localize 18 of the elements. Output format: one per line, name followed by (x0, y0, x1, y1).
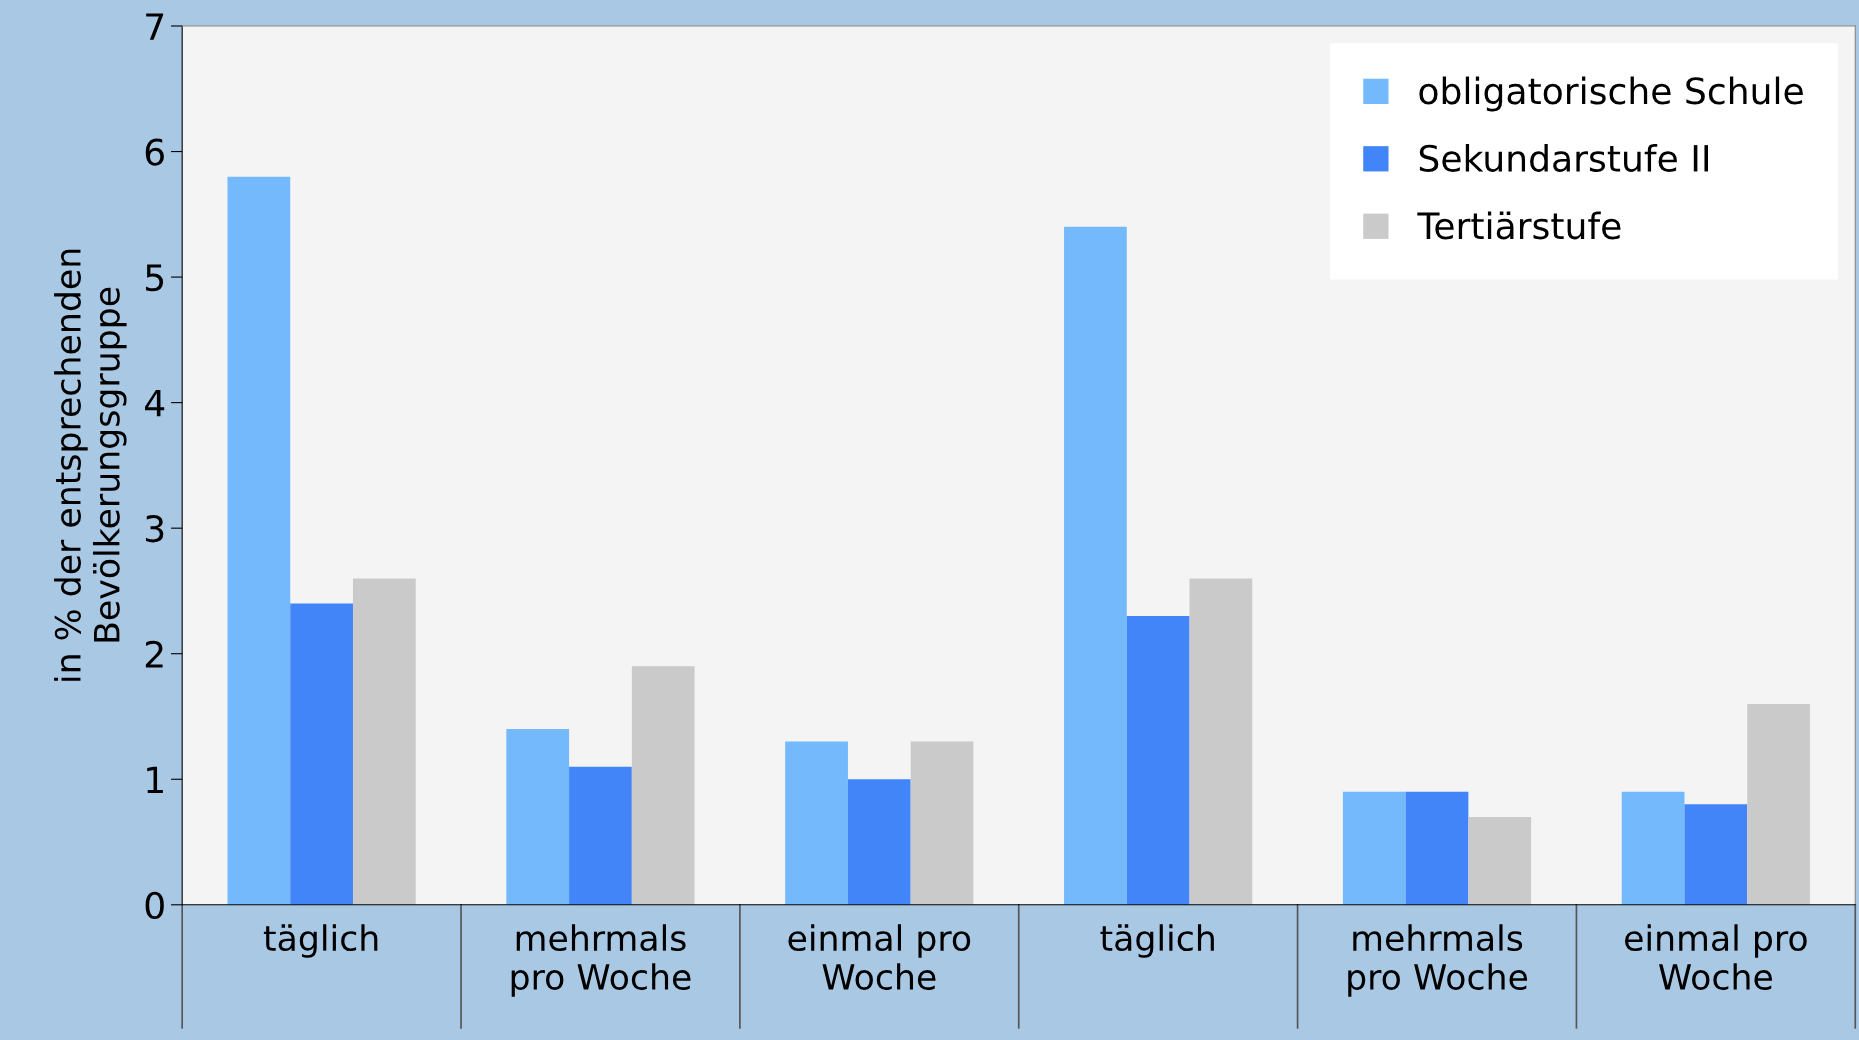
legend-label: Sekundarstufe II (1419, 144, 1709, 172)
x-tick-label: einmal pro Woche (788, 924, 971, 990)
x-tick-label: mehrmals pro Woche (511, 924, 691, 997)
x-tick-label: täglich (1100, 924, 1214, 958)
y-axis-title: in % der entsprechenden Bevölkerungsgruppe (54, 249, 127, 681)
y-tick-label: 6 (145, 138, 164, 166)
y-tick-label: 2 (145, 640, 163, 668)
x-tick-label: täglich (263, 924, 378, 958)
y-tick-label: 5 (146, 264, 164, 292)
y-tick-label: 7 (146, 13, 164, 40)
y-tick-label: 3 (145, 515, 164, 543)
legend-label: obligatorische Schule (1419, 76, 1803, 112)
y-tick-label: 4 (145, 390, 165, 417)
x-tick-label: mehrmals pro Woche (1348, 924, 1528, 997)
legend-label: Tertiärstufe (1417, 211, 1621, 240)
y-tick-label: 1 (147, 766, 163, 793)
x-tick-label: einmal pro Woche (1624, 924, 1807, 990)
y-tick-label: 0 (145, 891, 164, 920)
